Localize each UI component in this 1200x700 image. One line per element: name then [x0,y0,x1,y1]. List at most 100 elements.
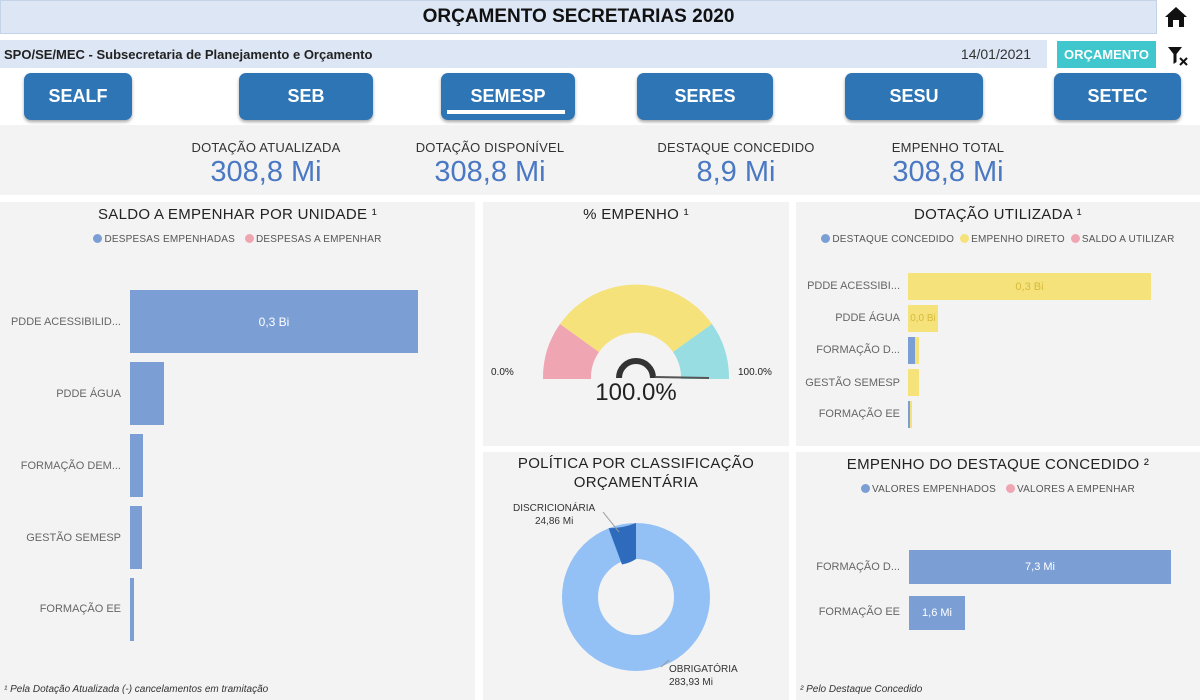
bar-formacao-dem[interactable] [130,434,143,497]
bar-pdde-acessibilidade[interactable] [908,273,1151,300]
nav-button-seb[interactable]: SEB [239,73,373,120]
kpi-value: 308,8 Mi [434,156,546,188]
kpi-label: DOTAÇÃO ATUALIZADA [191,140,341,155]
page-title: ORÇAMENTO SECRETARIAS 2020 [0,0,1157,34]
dotacao-panel: DOTAÇÃO UTILIZADA ¹ DESTAQUE CONCEDIDO E… [796,202,1200,446]
legend-label: VALORES A EMPENHAR [1017,484,1135,495]
chart-legend: DESTAQUE CONCEDIDO EMPENHO DIRETO SALDO … [796,234,1200,245]
slice-name: DISCRICIONÁRIA [513,503,596,514]
gauge-segment-mid [560,284,712,352]
category-label: PDDE ACESSIBI... [807,280,900,292]
legend-item[interactable]: DESPESAS A EMPENHAR [245,234,382,245]
legend-label: DESTAQUE CONCEDIDO [832,234,955,245]
legend-item[interactable]: EMPENHO DIRETO [960,234,1065,245]
bar-formacao-d-destaque[interactable] [908,337,915,364]
footnote: ¹ Pela Dotação Atualizada (-) cancelamen… [4,684,269,695]
nav-button-seres[interactable]: SERES [637,73,773,120]
kpi-label: DOTAÇÃO DISPONÍVEL [415,140,565,155]
gauge-min-label: 0.0% [491,367,514,378]
bar-formacao-ee[interactable] [909,596,965,630]
bar-value-label: 0,3 Bi [1015,280,1044,293]
category-label: GESTÃO SEMESP [805,377,900,389]
kpi-value: 308,8 Mi [210,156,322,188]
saldo-panel: SALDO A EMPENHAR POR UNIDADE ¹ DESPESAS … [0,202,475,700]
bar-value-label: 1,6 Mi [922,607,952,619]
legend-item[interactable]: DESPESAS EMPENHADAS [93,234,235,245]
bar-value-label: 0,3 Bi [258,314,290,329]
bar-pdde-agua[interactable] [130,362,164,425]
chart-title: POLÍTICA POR CLASSIFICAÇÃO ORÇAMENTÁRIA [483,454,789,492]
slice-value: 24,86 Mi [534,516,574,527]
kpi-empenho-total: EMPENHO TOTAL 308,8 Mi [858,140,1038,189]
chart-title: EMPENHO DO DESTAQUE CONCEDIDO ² [846,456,1150,473]
home-icon[interactable] [1162,4,1190,30]
gauge-pointer [654,376,710,379]
kpi-label: EMPENHO TOTAL [891,140,1005,155]
category-label: FORMAÇÃO DEM... [20,460,121,472]
bar-value-label: 0,0 Bi [910,313,936,324]
subtitle: SPO/SE/MEC - Subsecretaria de Planejamen… [4,46,373,62]
kpi-destaque-concedido: DESTAQUE CONCEDIDO 8,9 Mi [646,140,826,189]
kpi-value: 308,8 Mi [892,156,1004,188]
legend-item[interactable]: VALORES A EMPENHAR [1006,484,1135,495]
kpi-value: 8,9 Mi [696,156,776,188]
chart-title-line: POLÍTICA POR CLASSIFICAÇÃO [517,455,755,472]
category-label: FORMAÇÃO D... [816,561,900,573]
legend-item[interactable]: DESTAQUE CONCEDIDO [821,234,954,245]
subtitle-bar: SPO/SE/MEC - Subsecretaria de Planejamen… [0,40,1047,68]
bar-formacao-ee-destaque[interactable] [908,401,910,428]
legend-label: DESPESAS EMPENHADAS [104,234,235,245]
nav-button-setec[interactable]: SETEC [1054,73,1181,120]
bar-formacao-d-empenho[interactable] [915,337,919,364]
report-date: 14/01/2021 [960,46,1031,62]
nav-button-sealf[interactable]: SEALF [24,73,132,120]
bar-value-label: 7,3 Mi [1025,561,1055,573]
category-label: PDDE ÁGUA [835,312,900,324]
category-label: PDDE ACESSIBILID... [10,316,121,328]
donut-svg [562,511,710,671]
category-label: FORMAÇÃO EE [818,606,900,618]
category-label: PDDE ÁGUA [56,388,121,400]
kpi-band [0,125,1200,195]
chart-title: DOTAÇÃO UTILIZADA ¹ [914,206,1082,223]
politica-panel: POLÍTICA POR CLASSIFICAÇÃO ORÇAMENTÁRIA … [483,452,789,700]
category-label: FORMAÇÃO EE [818,408,900,420]
legend-label: DESPESAS A EMPENHAR [256,234,382,245]
category-label: GESTÃO SEMESP [26,532,121,544]
legend-label: EMPENHO DIRETO [971,234,1065,245]
kpi-dotacao-atualizada: DOTAÇÃO ATUALIZADA 308,8 Mi [176,140,356,189]
chart-legend: VALORES EMPENHADOS VALORES A EMPENHAR [796,484,1200,495]
bar-formacao-ee[interactable] [130,578,134,641]
gauge-segment-high [673,324,730,379]
bar-pdde-acessibilidade[interactable] [130,290,418,353]
gauge-needle [616,358,656,379]
bar-formacao-ee-empenho[interactable] [910,401,912,428]
empenho-destaque-panel: EMPENHO DO DESTAQUE CONCEDIDO ² VALORES … [796,452,1200,700]
nav-button-sesu[interactable]: SESU [845,73,983,120]
category-label: FORMAÇÃO D... [816,344,900,356]
donut-slice-discricionaria [608,523,636,565]
bar-formacao-d[interactable] [909,550,1171,584]
chart-title: % EMPENHO ¹ [583,206,689,223]
gauge-svg [542,284,730,379]
slice-label-obrigatoria: OBRIGATÓRIA 283,93 Mi [669,663,738,689]
kpi-dotacao-disponivel: DOTAÇÃO DISPONÍVEL 308,8 Mi [400,140,580,189]
bar-gestao-semesp[interactable] [130,506,142,569]
legend-item[interactable]: VALORES EMPENHADOS [861,484,996,495]
nav-button-semesp[interactable]: SEMESP [441,73,575,120]
gauge-value: 100.0% [595,379,677,406]
chart-title-line: ORÇAMENTÁRIA [573,474,699,491]
gauge-max-label: 100.0% [738,367,772,378]
clear-filter-icon[interactable] [1166,44,1190,68]
chart-legend: DESPESAS EMPENHADAS DESPESAS A EMPENHAR [0,234,475,245]
kpi-label: DESTAQUE CONCEDIDO [657,140,815,155]
legend-item[interactable]: SALDO A UTILIZAR [1070,234,1175,245]
slice-value: 283,93 Mi [669,677,713,688]
bar-pdde-agua[interactable] [908,305,938,332]
category-label: FORMAÇÃO EE [39,603,121,615]
orcamento-button[interactable]: ORÇAMENTO [1057,41,1156,68]
legend-label: SALDO A UTILIZAR [1081,234,1175,245]
legend-label: VALORES EMPENHADOS [872,484,997,495]
bar-gestao-semesp[interactable] [908,369,919,396]
slice-name: OBRIGATÓRIA [669,664,738,675]
